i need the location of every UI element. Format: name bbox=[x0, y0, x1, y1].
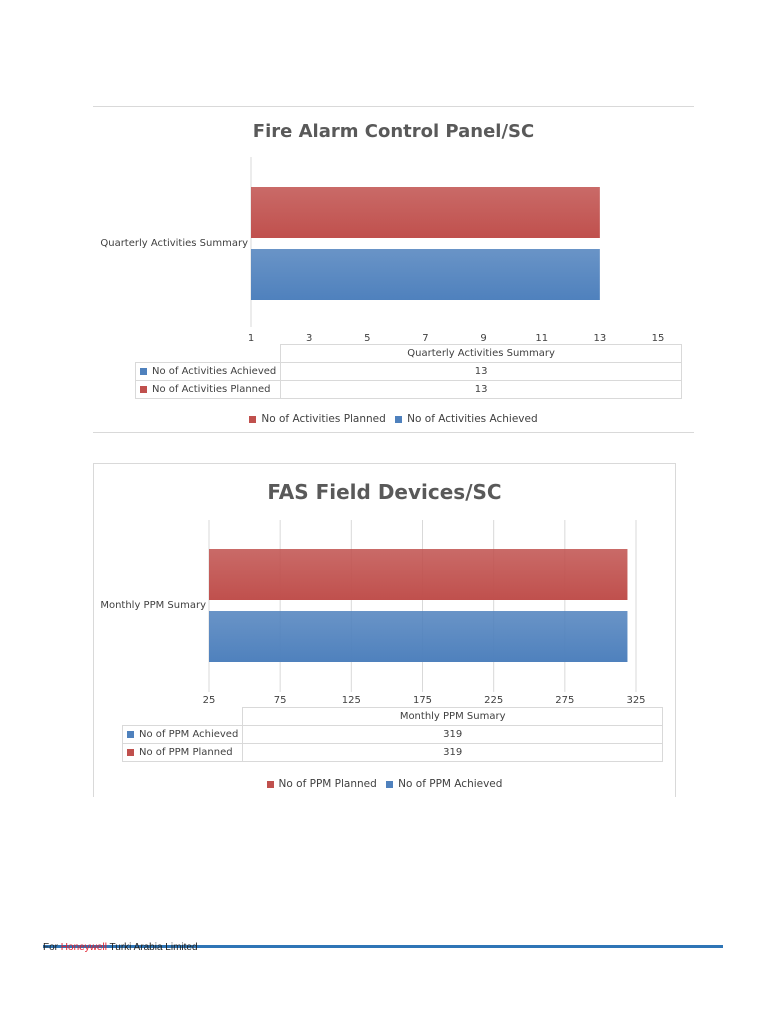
fas-field-devices-chart: FAS Field Devices/SC Monthly PPM Sumary 2… bbox=[93, 463, 676, 797]
x-tick-label: 125 bbox=[342, 695, 361, 706]
achieved-swatch bbox=[127, 730, 134, 738]
row-value: 319 bbox=[242, 725, 663, 744]
row-value: 13 bbox=[280, 362, 682, 381]
chart-legend: No of Activities Planned No of Activitie… bbox=[93, 413, 694, 425]
category-label: Monthly PPM Sumary bbox=[100, 600, 206, 611]
data-table: Monthly PPM Sumary No of PPM Achieved 31… bbox=[121, 707, 663, 762]
planned-swatch bbox=[127, 748, 134, 756]
row-value: 13 bbox=[280, 380, 682, 399]
row-label: No of PPM Achieved bbox=[139, 729, 239, 740]
legend-label: No of PPM Achieved bbox=[398, 778, 503, 790]
legend-swatch bbox=[395, 415, 403, 423]
x-tick-label: 7 bbox=[422, 333, 428, 344]
data-table-header: Quarterly Activities Summary bbox=[280, 344, 682, 363]
x-tick-label: 175 bbox=[413, 695, 432, 706]
x-tick-label: 325 bbox=[626, 695, 645, 706]
achieved-bar bbox=[251, 249, 600, 300]
legend-swatch bbox=[249, 415, 257, 423]
fire-alarm-control-panel-chart: Fire Alarm Control Panel/SC Quarterly Ac… bbox=[93, 106, 694, 433]
footer-prefix: For bbox=[43, 942, 61, 953]
planned-bar bbox=[209, 549, 628, 600]
data-table: Quarterly Activities Summary No of Activ… bbox=[134, 344, 682, 399]
x-tick-label: 75 bbox=[274, 695, 287, 706]
row-value: 319 bbox=[242, 743, 663, 762]
x-tick-label: 25 bbox=[203, 695, 216, 706]
chart-plot: Monthly PPM Sumary 25 75 125 175 225 275 325 bbox=[100, 520, 646, 706]
row-label: No of Activities Achieved bbox=[152, 366, 277, 377]
table-row: No of Activities Achieved 13 bbox=[134, 362, 682, 381]
achieved-bar bbox=[209, 611, 628, 662]
data-table-header: Monthly PPM Sumary bbox=[242, 707, 663, 726]
chart-title: FAS Field Devices/SC bbox=[267, 480, 502, 504]
x-tick-label: 3 bbox=[306, 333, 312, 344]
x-tick-label: 5 bbox=[364, 333, 370, 344]
legend-label: No of Activities Planned bbox=[261, 413, 386, 425]
legend-swatch bbox=[386, 780, 394, 788]
table-row: No of PPM Achieved 319 bbox=[121, 725, 663, 744]
x-tick-label: 15 bbox=[652, 333, 665, 344]
table-row: No of PPM Planned 319 bbox=[121, 743, 663, 762]
legend-item-planned: No of Activities Planned bbox=[249, 413, 386, 425]
chart-title: Fire Alarm Control Panel/SC bbox=[252, 121, 535, 142]
x-tick-label: 13 bbox=[593, 333, 606, 344]
row-label: No of PPM Planned bbox=[139, 747, 233, 758]
legend-item-achieved: No of PPM Achieved bbox=[386, 778, 502, 790]
x-tick-label: 9 bbox=[480, 333, 486, 344]
footer-brand: Honeywell bbox=[60, 942, 107, 953]
planned-swatch bbox=[140, 385, 147, 393]
achieved-swatch bbox=[140, 367, 147, 375]
legend-swatch bbox=[266, 780, 274, 788]
legend-item-planned: No of PPM Planned bbox=[266, 778, 377, 790]
legend-item-achieved: No of Activities Achieved bbox=[395, 413, 538, 425]
chart-legend: No of PPM Planned No of PPM Achieved bbox=[94, 778, 675, 790]
footer-suffix: Turki Arabia Limited bbox=[106, 942, 198, 953]
row-label: No of Activities Planned bbox=[152, 384, 271, 395]
footer-rule bbox=[43, 945, 723, 948]
legend-label: No of PPM Planned bbox=[278, 778, 377, 790]
legend-label: No of Activities Achieved bbox=[407, 413, 538, 425]
x-tick-label: 1 bbox=[248, 333, 254, 344]
footer-text: For Honeywell Turki Arabia Limited bbox=[43, 942, 198, 953]
x-tick-label: 11 bbox=[535, 333, 548, 344]
x-tick-label: 275 bbox=[555, 695, 574, 706]
x-tick-label: 225 bbox=[484, 695, 503, 706]
table-row: No of Activities Planned 13 bbox=[134, 380, 682, 399]
planned-bar bbox=[251, 187, 600, 238]
category-label: Quarterly Activities Summary bbox=[100, 238, 248, 249]
